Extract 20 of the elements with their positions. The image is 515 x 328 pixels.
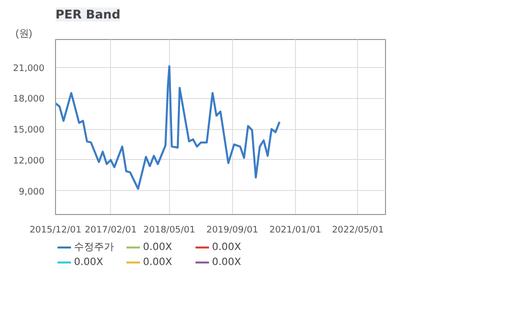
- y-tick-label: 18,000: [13, 94, 45, 105]
- legend-label: 0.00X: [212, 241, 242, 253]
- x-tick-label: 2021/01/01: [269, 226, 322, 236]
- legend-label: 0.00X: [212, 256, 242, 268]
- x-tick-label: 2015/12/01: [30, 226, 82, 236]
- legend-label: 수정주가: [74, 241, 115, 254]
- line-series: [56, 65, 281, 190]
- y-axis-title: (원): [16, 28, 32, 40]
- chart-title: PER Band: [56, 8, 120, 22]
- x-tick-label: 2017/02/01: [84, 226, 137, 236]
- legend-label: 0.00X: [74, 256, 104, 268]
- y-tick-label: 21,000: [13, 64, 45, 74]
- y-tick-label: 9,000: [18, 187, 45, 198]
- y-tick-label: 12,000: [13, 156, 45, 166]
- legend-label: 0.00X: [143, 256, 174, 268]
- y-tick-label: 15,000: [13, 126, 45, 136]
- x-tick-label: 2019/09/01: [206, 226, 258, 236]
- x-tick-label: 2018/05/01: [143, 226, 196, 236]
- x-tick-label: 2022/05/01: [332, 226, 384, 236]
- legend-label: 0.00X: [143, 241, 174, 253]
